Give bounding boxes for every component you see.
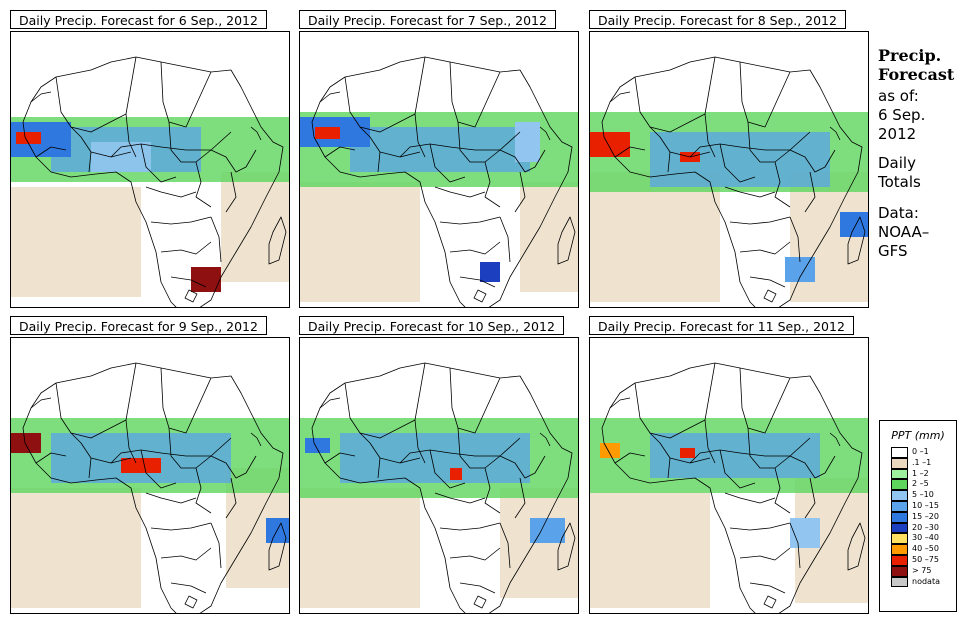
forecast-panel-sep-7: Daily Precip. Forecast for 7 Sep., 2012 bbox=[299, 10, 579, 308]
legend-swatch bbox=[891, 533, 908, 545]
panel-title: Daily Precip. Forecast for 7 Sep., 2012 bbox=[299, 10, 556, 29]
totals-line-2: Totals bbox=[878, 173, 921, 191]
legend-row: 50 –75 bbox=[880, 554, 956, 566]
legend-swatch bbox=[891, 447, 908, 458]
forecast-panel-sep-9: Daily Precip. Forecast for 9 Sep., 2012 bbox=[10, 316, 290, 614]
legend-swatch bbox=[891, 500, 908, 512]
forecast-panel-sep-10: Daily Precip. Forecast for 10 Sep., 2012 bbox=[299, 316, 579, 614]
legend-label: 10 –15 bbox=[912, 500, 939, 510]
legend-row: 40 –50 bbox=[880, 544, 956, 555]
precip-map bbox=[299, 337, 579, 614]
heading-line-1: Precip. bbox=[878, 46, 942, 65]
legend-row: nodata bbox=[880, 576, 956, 588]
legend-swatch bbox=[891, 490, 908, 501]
precip-map bbox=[10, 31, 290, 308]
legend-label: 5 –10 bbox=[912, 490, 934, 500]
legend-title: PPT (mm) bbox=[891, 429, 945, 442]
legend-label: > 75 bbox=[912, 565, 932, 575]
legend-label: nodata bbox=[912, 576, 940, 586]
legend-swatch bbox=[891, 554, 908, 566]
date-line-1: 6 Sep. bbox=[878, 106, 926, 124]
forecast-panel-sep-6: Daily Precip. Forecast for 6 Sep., 2012 bbox=[10, 10, 290, 308]
legend-row: 30 –40 bbox=[880, 533, 956, 545]
legend-row: 10 –15 bbox=[880, 500, 956, 512]
legend-swatch bbox=[891, 511, 908, 523]
data-line-3: GFS bbox=[878, 242, 908, 260]
legend-label: 20 –30 bbox=[912, 522, 939, 532]
legend-row: 5 –10 bbox=[880, 490, 956, 501]
heading-line-2: Forecast bbox=[878, 65, 955, 84]
panel-title: Daily Precip. Forecast for 9 Sep., 2012 bbox=[10, 316, 267, 335]
precip-map bbox=[589, 337, 869, 614]
asof-label: as of: bbox=[878, 87, 919, 105]
legend-row: 2 –5 bbox=[880, 479, 956, 491]
legend-swatch bbox=[891, 468, 908, 480]
forecast-panel-sep-11: Daily Precip. Forecast for 11 Sep., 2012 bbox=[589, 316, 869, 614]
sidebar-info: Precip. Forecast as of: 6 Sep. 2012 Dail… bbox=[878, 46, 964, 261]
precip-map bbox=[299, 31, 579, 308]
legend-label: 40 –50 bbox=[912, 544, 939, 554]
panel-title: Daily Precip. Forecast for 6 Sep., 2012 bbox=[10, 10, 267, 29]
panel-title: Daily Precip. Forecast for 11 Sep., 2012 bbox=[589, 316, 854, 335]
data-line-1: Data: bbox=[878, 204, 919, 222]
precip-map bbox=[10, 337, 290, 614]
legend-row: 15 –20 bbox=[880, 511, 956, 523]
legend-row: 1 –2 bbox=[880, 468, 956, 480]
legend-row: 20 –30 bbox=[880, 522, 956, 534]
legend-label: 15 –20 bbox=[912, 511, 939, 521]
legend-row: .1 –1 bbox=[880, 457, 956, 469]
data-line-2: NOAA– bbox=[878, 223, 930, 241]
legend-label: 30 –40 bbox=[912, 533, 939, 543]
legend-label: 0 –1 bbox=[912, 447, 929, 456]
legend-row: 0 –1 bbox=[880, 447, 956, 458]
ppt-legend: PPT (mm) 0 –1.1 –1 1 –2 2 –5 5 –10 10 –15 15 … bbox=[879, 420, 957, 612]
date-line-2: 2012 bbox=[878, 125, 917, 143]
legend-swatch bbox=[891, 522, 908, 534]
legend-label: 1 –2 bbox=[912, 468, 929, 478]
legend-swatch bbox=[891, 576, 908, 588]
precip-map bbox=[589, 31, 869, 308]
forecast-panel-sep-8: Daily Precip. Forecast for 8 Sep., 2012 bbox=[589, 10, 869, 308]
legend-swatch bbox=[891, 457, 908, 469]
totals-line-1: Daily bbox=[878, 154, 916, 172]
legend-swatch bbox=[891, 565, 908, 577]
panel-title: Daily Precip. Forecast for 10 Sep., 2012 bbox=[299, 316, 564, 335]
legend-label: 50 –75 bbox=[912, 554, 939, 564]
legend-swatch bbox=[891, 479, 908, 491]
legend-label: 2 –5 bbox=[912, 479, 929, 489]
legend-label: .1 –1 bbox=[912, 457, 932, 467]
panel-title: Daily Precip. Forecast for 8 Sep., 2012 bbox=[589, 10, 846, 29]
legend-swatch bbox=[891, 544, 908, 555]
legend-row: > 75 bbox=[880, 565, 956, 577]
